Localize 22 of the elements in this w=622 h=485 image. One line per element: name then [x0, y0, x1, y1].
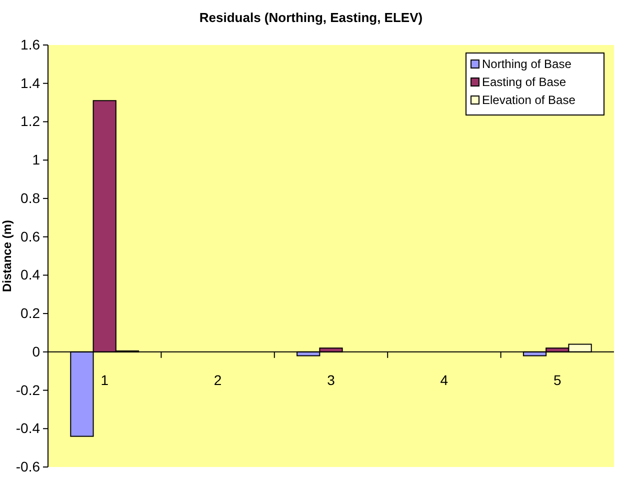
- x-tick-label: 4: [440, 372, 448, 388]
- y-tick-label: -0.6: [16, 458, 40, 474]
- x-tick-label: 5: [554, 372, 562, 388]
- y-tick-label: 1.4: [20, 74, 40, 91]
- y-tick-label: 0.2: [20, 305, 40, 322]
- y-axis-title: Distance (m): [0, 220, 14, 292]
- legend-label: Easting of Base: [482, 75, 566, 89]
- x-tick-label: 3: [327, 372, 336, 388]
- x-tick-label: 1: [100, 372, 109, 388]
- legend-label: Elevation of Base: [482, 93, 576, 107]
- y-tick-label: -0.4: [16, 420, 40, 436]
- legend-label: Northing of Base: [482, 57, 572, 71]
- y-tick-label: -0.2: [16, 382, 40, 398]
- y-tick-label: 1: [32, 152, 40, 168]
- y-tick-label: 0: [32, 343, 40, 360]
- x-tick-label: 2: [214, 372, 222, 388]
- y-tick-label: 0.6: [20, 228, 40, 244]
- chart-title: Residuals (Northing, Easting, ELEV): [199, 10, 423, 25]
- y-tick-label: 0.4: [20, 266, 40, 283]
- y-tick-label: 1.2: [20, 113, 40, 130]
- y-tick-label: 1.6: [20, 36, 40, 52]
- y-tick-label: 0.8: [20, 190, 40, 206]
